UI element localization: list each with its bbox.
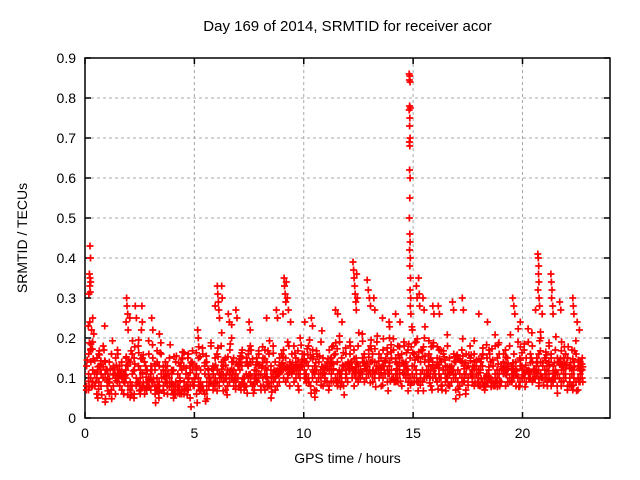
tick-marks — [84, 57, 610, 419]
y-tick-label: 0 — [68, 410, 76, 426]
x-tick-label: 5 — [190, 425, 198, 441]
x-tick-label: 15 — [405, 425, 421, 441]
grid-lines — [85, 58, 610, 418]
x-tick-label: 20 — [515, 425, 531, 441]
y-tick-label: 0.6 — [57, 170, 77, 186]
y-tick-label: 0.2 — [57, 330, 77, 346]
y-tick-label: 0.5 — [57, 210, 77, 226]
y-axis-title: SRMTID / TECUs — [14, 182, 30, 294]
y-tick-label: 0.8 — [57, 90, 77, 106]
x-tick-label: 10 — [296, 425, 312, 441]
scatter-points — [82, 70, 587, 411]
y-tick-label: 0.9 — [57, 50, 77, 66]
y-tick-label: 0.1 — [57, 370, 77, 386]
x-tick-label: 0 — [81, 425, 89, 441]
y-tick-label: 0.4 — [57, 250, 77, 266]
x-axis-title: GPS time / hours — [294, 450, 401, 466]
y-tick-label: 0.7 — [57, 130, 77, 146]
y-tick-label: 0.3 — [57, 290, 77, 306]
chart-title: Day 169 of 2014, SRMTID for receiver aco… — [203, 18, 492, 35]
plot-frame — [84, 57, 611, 419]
